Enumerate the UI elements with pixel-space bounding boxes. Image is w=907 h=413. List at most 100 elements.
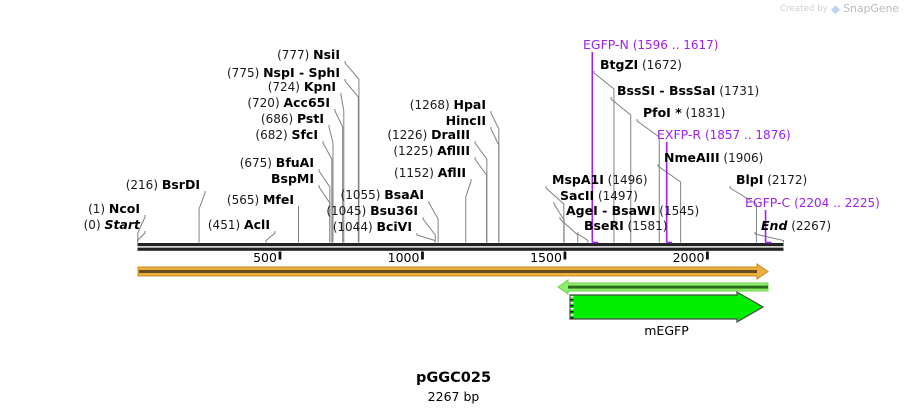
site-name: PstI — [296, 111, 324, 126]
site-name: AflII — [437, 165, 466, 180]
site-position: (675) — [239, 156, 276, 170]
thin-green-arrow-inner-line — [568, 285, 768, 289]
connector-sacii — [553, 202, 565, 243]
site-position: (1226) — [387, 128, 432, 142]
site-name: DraIII — [431, 127, 470, 142]
megfp-arrow-left-hatch — [570, 305, 574, 307]
site-position: (2267) — [787, 219, 832, 233]
site-position: (1731) — [715, 84, 760, 98]
backbone-upper-strand — [137, 243, 784, 247]
connector-start — [137, 231, 146, 243]
site-position: (1152) — [394, 166, 438, 180]
megfp-arrow-label: mEGFP — [644, 323, 689, 338]
enzyme-label-mspa1i: MspA1I (1496) — [552, 173, 648, 187]
ruler-label-1500: 1500 — [530, 250, 562, 265]
enzyme-label-bsrdi: (216) BsrDI — [126, 178, 200, 192]
connector-bspmi — [318, 185, 331, 243]
site-position: (2172) — [763, 173, 808, 187]
enzyme-label-bcivi: (1044) BciVI — [333, 220, 412, 234]
connector-nsii — [344, 61, 360, 243]
site-name: BsrDI — [161, 177, 200, 192]
ruler-tick-500 — [278, 251, 282, 260]
site-position: (724) — [267, 80, 304, 94]
site-name: AgeI - BsaWI — [566, 203, 656, 218]
site-name: Acc65I — [283, 95, 330, 110]
megfp-arrow-left-hatch — [570, 317, 574, 319]
site-name: Bsu36I — [370, 203, 418, 218]
connector-psti — [328, 125, 334, 243]
enzyme-label-blpi: BlpI (2172) — [736, 173, 807, 187]
site-name: BsaAI — [384, 187, 424, 202]
connector-draiii — [474, 141, 488, 243]
enzyme-label-acc65i: (720) Acc65I — [247, 96, 330, 110]
enzyme-label-nsii: (777) NsiI — [277, 48, 340, 62]
connector-btgzi — [593, 71, 615, 243]
enzyme-label-afliii: (1225) AflIII — [393, 144, 470, 158]
site-name: BseRI — [584, 218, 624, 233]
enzyme-label-bseri: BseRI (1581) — [584, 219, 667, 233]
backbone-lower-strand — [137, 247, 784, 251]
sequence-length: 2267 bp — [427, 389, 480, 404]
ruler-tick-1000 — [421, 251, 424, 260]
page-title: pGGC025 — [415, 370, 492, 386]
connector-end — [754, 232, 784, 243]
enzyme-label-sacii: SacII (1497) — [560, 189, 638, 203]
megfp-arrow[interactable] — [569, 290, 765, 324]
enzyme-label-mfei: (565) MfeI — [227, 193, 294, 207]
site-name: PfoI * — [643, 105, 682, 120]
connector-hpai — [490, 111, 500, 243]
site-position: (1596 .. 1617) — [628, 38, 719, 52]
enzyme-label-start: (0) Start — [84, 218, 140, 232]
connector-acc65i — [334, 109, 344, 243]
site-position: (720) — [247, 96, 284, 110]
connector-bsssi-bsssai — [610, 97, 632, 243]
site-name: NmeAIII — [664, 150, 720, 165]
site-position: (1) — [88, 202, 109, 216]
watermark-brand: SnapGene — [843, 2, 899, 15]
enzyme-label-sfci: (682) SfcI — [255, 128, 318, 142]
connector-kpni — [340, 93, 345, 243]
site-name: End — [761, 218, 788, 233]
site-position: (1831) — [681, 106, 726, 120]
site-name: BciVI — [376, 219, 412, 234]
enzyme-label-aflii: (1152) AflII — [394, 166, 466, 180]
enzyme-label-bsaai: (1055) BsaAI — [341, 188, 424, 202]
connector-ncoi — [137, 215, 146, 243]
site-name: AclI — [243, 217, 270, 232]
site-name: BtgZI — [600, 57, 639, 72]
site-name: BspMI — [270, 171, 314, 186]
connector-nmeaiii — [657, 164, 682, 243]
site-position: (1672) — [638, 58, 682, 72]
snapgene-watermark: Created by ◆ SnapGene — [780, 2, 899, 15]
site-position: (1545) — [655, 204, 700, 218]
connector-bsu36i — [422, 217, 436, 243]
site-name: MspA1I — [552, 172, 604, 187]
enzyme-label-psti: (686) PstI — [261, 112, 324, 126]
site-position: (1906) — [719, 151, 764, 165]
site-name: AflIII — [437, 143, 470, 158]
enzyme-label-end: End (2267) — [761, 219, 831, 233]
site-name: EGFP-C — [745, 195, 791, 210]
site-position: (1581) — [623, 219, 668, 233]
site-position: (1268) — [409, 98, 454, 112]
site-name: EGFP-N — [583, 37, 629, 52]
enzyme-label-pfoi-: PfoI * (1831) — [643, 106, 725, 120]
site-position: (1045) — [326, 204, 371, 218]
site-name: EXFP-R — [657, 127, 702, 142]
site-name: NspI - SphI — [263, 65, 340, 80]
feature-label-exfp-r: EXFP-R (1857 .. 1876) — [657, 128, 791, 142]
site-position: (565) — [226, 193, 263, 207]
site-position: (1225) — [393, 144, 438, 158]
site-position: (1497) — [594, 189, 638, 203]
enzyme-label-bfuai: (675) BfuAI — [240, 156, 314, 170]
connector-bsrdi — [198, 191, 206, 243]
ruler-label-500: 500 — [253, 250, 277, 265]
megfp-arrow-left-hatch — [570, 311, 574, 313]
site-name: NsiI — [313, 47, 340, 62]
site-position: (451) — [207, 218, 244, 232]
connector-afliii — [474, 157, 488, 243]
ruler-tick-2000 — [706, 251, 709, 260]
enzyme-label-hpai: (1268) HpaI — [410, 98, 486, 112]
enzyme-label-agei-bsawi: AgeI - BsaWI (1545) — [566, 204, 699, 218]
